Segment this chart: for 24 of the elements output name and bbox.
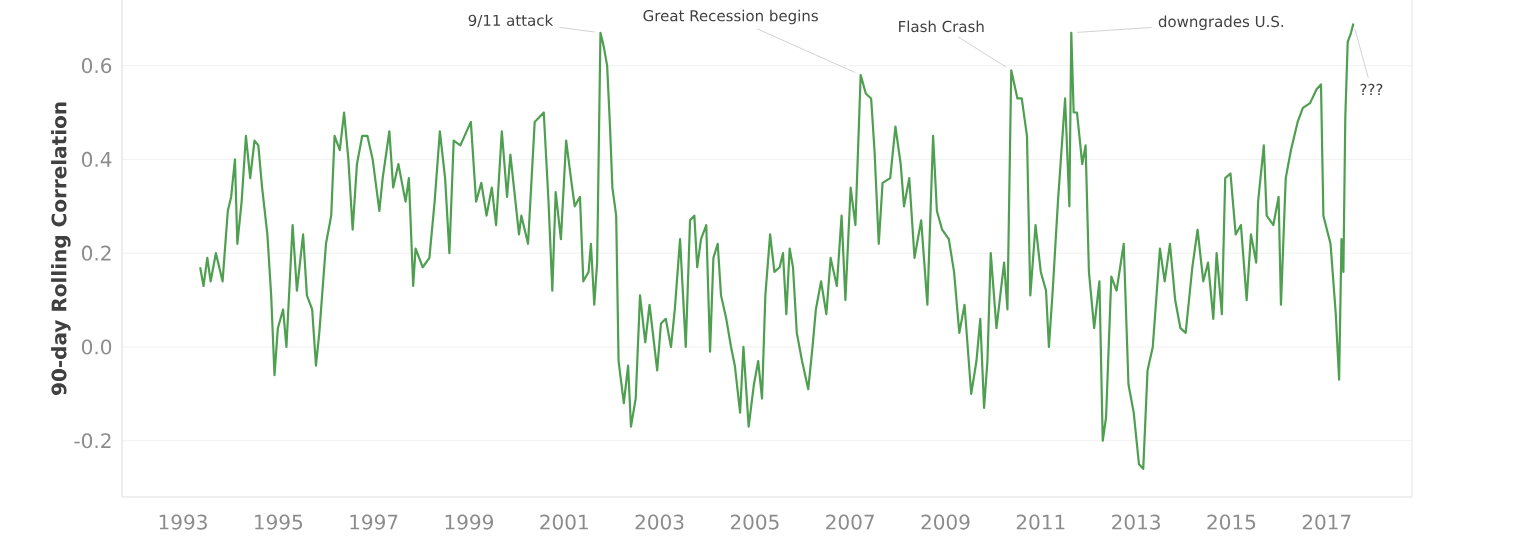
- x-tick-label: 2005: [730, 514, 779, 530]
- x-tick-label: 2015: [1207, 514, 1256, 530]
- x-tick-label: 2001: [540, 514, 588, 530]
- annotation: Great Recession begins: [643, 9, 818, 25]
- y-tick-label: 0.2: [81, 245, 111, 261]
- x-tick-label: 2017: [1302, 514, 1351, 530]
- annotation: downgrades U.S.: [1158, 15, 1284, 31]
- annotation: ???: [1360, 83, 1383, 95]
- y-tick-label: 0.0: [81, 339, 112, 355]
- x-tick-label: 2009: [921, 514, 970, 530]
- x-tick-label: 2003: [635, 514, 684, 530]
- x-tick-label: 2013: [1112, 514, 1160, 530]
- y-axis-title: 90-day Rolling Correlation: [51, 102, 71, 395]
- annotation: 9/11 attack: [468, 14, 554, 28]
- y-tick-label: -0.2: [74, 433, 111, 449]
- x-tick-label: 1993: [159, 514, 207, 530]
- annotation: Flash Crash: [899, 20, 984, 33]
- x-tick-label: 1997: [350, 514, 398, 530]
- x-tick-label: 1995: [255, 514, 303, 530]
- y-tick-label: 0.6: [81, 58, 112, 74]
- x-tick-label: 2007: [826, 514, 874, 530]
- y-tick-label: 0.4: [81, 151, 112, 167]
- x-tick-label: 1999: [445, 514, 493, 530]
- x-tick-label: 2011: [1016, 514, 1065, 530]
